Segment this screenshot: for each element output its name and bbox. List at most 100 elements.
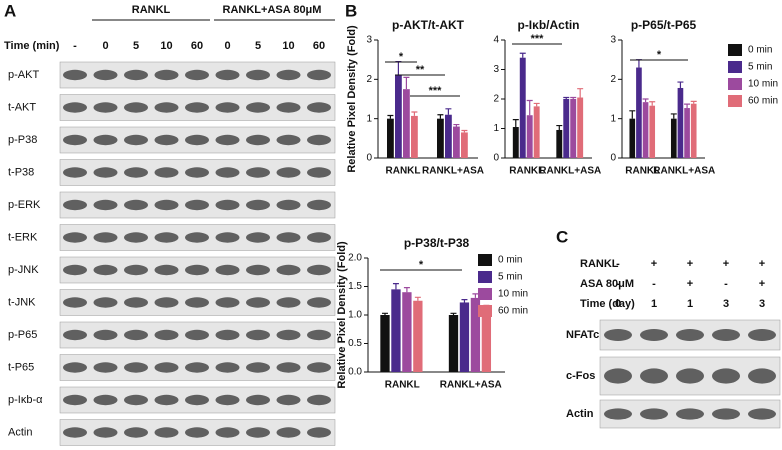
y-tick-label: 4 <box>493 35 499 46</box>
blot-band <box>124 232 148 243</box>
bar <box>519 57 526 159</box>
x-tick-label: RANKL <box>386 166 421 177</box>
legend-label: 0 min <box>498 255 522 266</box>
x-tick-label: RANKL+ASA <box>422 166 484 177</box>
panel-label: A <box>4 1 16 20</box>
y-tick-label: 2 <box>493 94 499 105</box>
bar <box>380 315 390 372</box>
blot-band <box>185 102 209 113</box>
blot-band <box>276 427 301 438</box>
blot-band <box>307 134 331 146</box>
blot-band <box>63 69 87 81</box>
blot-band <box>215 362 240 373</box>
error-bar <box>570 96 577 99</box>
blot-band <box>93 232 118 243</box>
blot-band <box>246 69 270 81</box>
blot-band <box>276 134 301 146</box>
blot-label: t-P38 <box>8 166 34 178</box>
bar <box>556 129 563 158</box>
y-axis-label: Relative Pixel Density (Fold) <box>336 241 348 389</box>
blot-band <box>185 264 209 276</box>
bar <box>481 308 492 372</box>
blot-band <box>63 199 87 211</box>
error-bar <box>526 99 533 116</box>
lane-label: 3 <box>723 298 729 310</box>
y-tick-label: 1.0 <box>348 310 362 321</box>
x-tick-label: RANKL+ASA <box>539 166 601 177</box>
group-label: RANKL+ASA 80μM <box>223 4 322 16</box>
blot-band <box>154 329 179 341</box>
legend-label: 10 min <box>748 79 778 90</box>
blot-band <box>154 297 179 308</box>
blot-band <box>276 232 301 243</box>
blot-band <box>124 427 148 438</box>
lane-label: 10 <box>160 40 172 52</box>
blot-band <box>63 297 87 308</box>
blot-band <box>246 362 270 373</box>
blot-band <box>63 134 87 146</box>
legend-swatch <box>478 271 492 283</box>
blot-band <box>604 329 632 341</box>
blot-band <box>63 264 87 276</box>
chart-title: p-Iκb/Actin <box>517 18 579 32</box>
blot-band <box>124 264 148 276</box>
y-tick-label: 0.0 <box>348 367 362 378</box>
legend-label: 5 min <box>748 62 772 73</box>
bar <box>387 118 394 158</box>
y-tick-label: 0.5 <box>348 338 362 349</box>
legend-swatch <box>728 95 742 107</box>
y-tick-label: 3 <box>610 35 616 46</box>
significance-label: * <box>657 49 662 61</box>
error-bar <box>519 52 526 58</box>
blot-band <box>215 102 240 113</box>
blot-band <box>712 329 740 341</box>
blot-band <box>154 167 179 178</box>
blot-band <box>604 368 632 384</box>
blot-band <box>246 102 270 113</box>
blot-band <box>124 394 148 406</box>
blot-band <box>276 362 301 373</box>
bar <box>670 118 677 158</box>
blot-band <box>215 167 240 178</box>
blot-band <box>748 329 776 341</box>
lane-label: 3 <box>759 298 765 310</box>
blot-band <box>307 232 331 243</box>
blot-band <box>307 69 331 81</box>
y-tick-label: 2 <box>610 74 616 85</box>
blot-band <box>185 69 209 81</box>
lane-label: 0 <box>102 40 108 52</box>
error-bar <box>461 299 468 303</box>
lane-label: + <box>687 278 693 290</box>
legend-label: 0 min <box>748 45 772 56</box>
blot-band <box>215 134 240 146</box>
bar <box>453 126 460 158</box>
error-bar <box>437 114 444 119</box>
error-bar <box>635 59 642 68</box>
error-bar <box>642 98 649 103</box>
row-label: ASA 80μM <box>580 278 634 290</box>
blot-band <box>276 394 301 406</box>
blot-band <box>93 69 118 81</box>
blot-label: Actin <box>566 408 594 420</box>
x-tick-label: RANKL <box>509 166 544 177</box>
blot-band <box>307 329 331 341</box>
bar <box>642 102 649 158</box>
y-tick-label: 1.5 <box>348 281 362 292</box>
blot-band <box>63 102 87 113</box>
error-bar <box>453 123 460 127</box>
blot-band <box>124 102 148 113</box>
blot-band <box>93 102 118 113</box>
error-bar <box>403 76 410 90</box>
y-tick-label: 0 <box>493 153 499 164</box>
error-bar <box>556 124 563 130</box>
error-bar <box>411 111 418 116</box>
bar <box>391 289 401 372</box>
chart-title: p-P65/t-P65 <box>631 18 697 32</box>
error-bar <box>461 129 468 133</box>
bar <box>403 89 410 158</box>
panel-label: C <box>556 227 568 246</box>
blot-band <box>215 264 240 276</box>
blot-band <box>276 102 301 113</box>
blot-band <box>93 329 118 341</box>
chart-title: p-AKT/t-AKT <box>392 18 465 32</box>
